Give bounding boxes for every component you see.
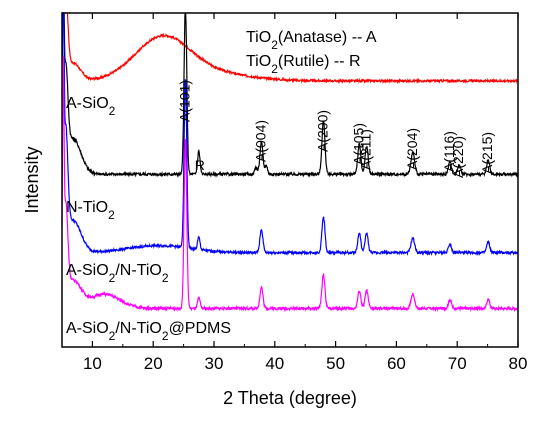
x-tick-label-10: 10	[83, 354, 102, 373]
series-line-0	[61, 12, 519, 85]
series-labels: A-SiO2 N-TiO2 A-SiO2/N-TiO2 A-SiO2/N-TiO2@P…	[66, 95, 231, 343]
x-tick-label-60: 60	[387, 354, 406, 373]
series-line-3	[61, 56, 519, 313]
plot-frame	[61, 12, 519, 348]
x-tick-label-70: 70	[448, 354, 467, 373]
series-label-0: A-SiO2	[66, 95, 116, 118]
peak-labels: A(101) R A(004) A(200) A(105)A(211) A(204) A(1…	[176, 80, 495, 178]
peak-label-7: A(116)	[441, 131, 457, 172]
peak-label-5: A(211)	[358, 129, 374, 170]
peak-label-6: A(204)	[404, 128, 420, 170]
series-layer	[61, 12, 519, 313]
series-line-1	[61, 12, 519, 178]
peak-label-2: A(004)	[252, 120, 268, 162]
y-axis-title: Intensity	[22, 146, 42, 213]
peak-label-1: R	[195, 157, 205, 173]
series-label-1: N-TiO2	[66, 199, 115, 222]
legend-line1: TiO2(Anatase) -- A	[246, 29, 377, 52]
x-tick-label-50: 50	[326, 354, 345, 373]
x-tick-label-30: 30	[205, 354, 224, 373]
peak-label-9: A(215)	[479, 132, 495, 174]
series-label-2: A-SiO2/N-TiO2	[66, 262, 169, 285]
peak-label-3: A(200)	[314, 110, 330, 152]
series-line-2	[61, 12, 519, 257]
x-tick-label-80: 80	[509, 354, 528, 373]
peak-label-0: A(101)	[176, 80, 192, 122]
x-tick-label-20: 20	[144, 354, 163, 373]
peak-label-4: A(105)	[350, 123, 366, 165]
peak-label-8: A(220)	[450, 136, 466, 178]
series-label-3: A-SiO2/N-TiO2@PDMS	[66, 320, 231, 343]
x-axis-title: 2 Theta (degree)	[223, 388, 357, 408]
x-axis-ticks: 10 20 30 40 50 60 70 80	[83, 13, 528, 373]
x-tick-label-40: 40	[265, 354, 284, 373]
legend-line2: TiO2(Rutile) -- R	[246, 53, 361, 76]
